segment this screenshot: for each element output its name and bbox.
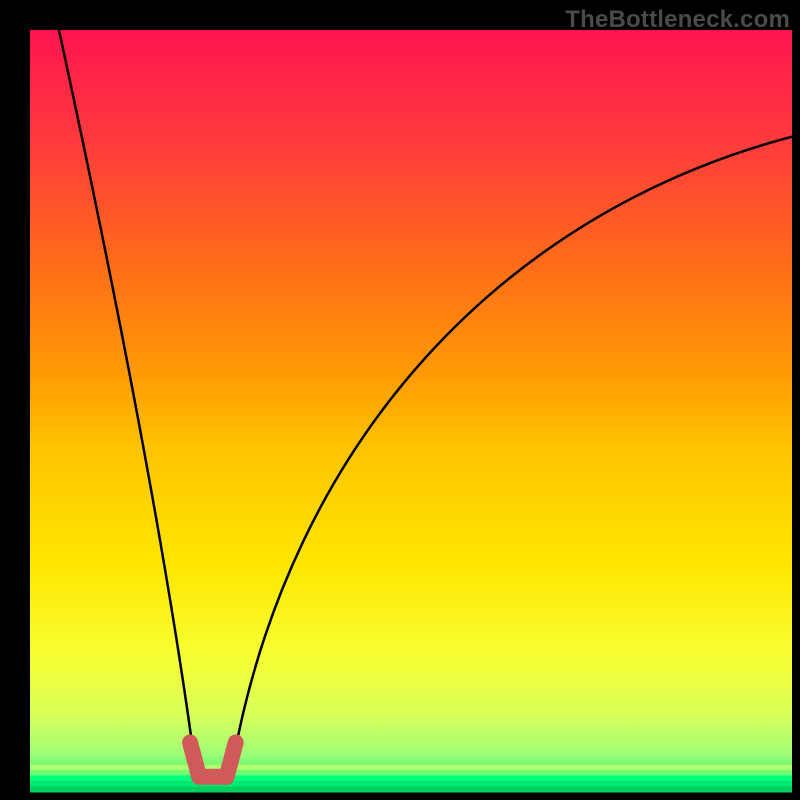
green-strip-band xyxy=(30,787,792,793)
bottom-u-marker xyxy=(190,742,236,776)
green-strip-band xyxy=(30,770,792,776)
curve-left-branch xyxy=(59,30,195,768)
watermark-text: TheBottleneck.com xyxy=(565,6,790,34)
green-strip-band xyxy=(30,776,792,782)
green-strip-band xyxy=(30,765,792,771)
green-strip-group xyxy=(30,765,792,793)
curve-overlay-svg xyxy=(0,0,800,800)
curve-right-branch xyxy=(232,137,792,768)
green-strip-band xyxy=(30,781,792,787)
